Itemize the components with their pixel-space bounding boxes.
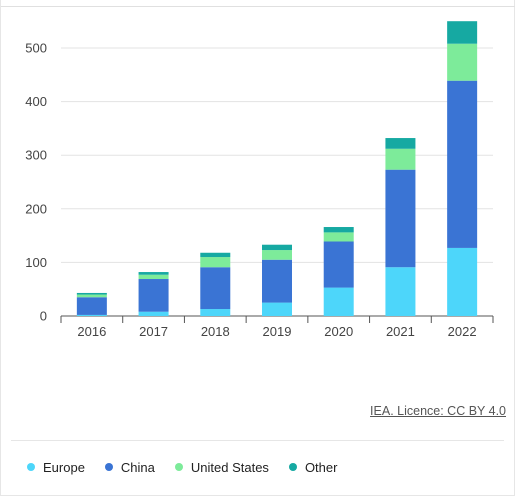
bar-segment-united-states	[323, 232, 354, 242]
bar-segment-europe	[138, 311, 169, 316]
y-tick-label: 400	[25, 94, 47, 109]
bar-segment-other	[447, 21, 478, 44]
bar-segment-united-states	[385, 148, 416, 170]
bar-segment-europe	[323, 287, 354, 316]
bar-segment-china	[200, 267, 231, 310]
x-tick-label: 2018	[201, 324, 230, 339]
y-tick-label: 200	[25, 201, 47, 216]
bar-segment-china	[323, 241, 354, 288]
top-border	[1, 6, 515, 7]
bar-segment-other	[385, 138, 416, 149]
legend-swatch	[104, 463, 113, 471]
legend-swatch	[27, 463, 35, 471]
bar-segment-other	[323, 227, 354, 233]
bar-segment-europe	[262, 302, 292, 316]
bar-segment-other	[76, 292, 107, 295]
legend-divider	[11, 440, 504, 441]
legend-label: Other	[304, 459, 338, 475]
bar-segment-china	[138, 279, 169, 312]
bar-segment-china	[76, 297, 107, 315]
bar-segment-united-states	[262, 250, 292, 260]
bar-segment-united-states	[447, 43, 478, 81]
legend-item-china[interactable]: China	[104, 459, 155, 475]
y-tick-label: 0	[40, 309, 47, 324]
x-tick-label: 2020	[324, 324, 353, 339]
legend-swatch	[288, 463, 297, 471]
chart-legend: Europe China United States Other	[27, 458, 337, 476]
bar-segment-china	[385, 169, 416, 268]
bar-segment-united-states	[200, 257, 231, 268]
bar-segment-other	[200, 252, 231, 258]
bar-segment-europe	[76, 314, 107, 316]
x-tick-label: 2022	[448, 324, 477, 339]
bar-segment-other	[262, 244, 292, 251]
legend-label: Europe	[43, 459, 85, 475]
stacked-bar-chart: 0 100 200 300 400 500 2016 2017 2018 2019 2020 2021…	[25, 21, 494, 339]
legend-swatch	[174, 463, 183, 471]
bar-segment-united-states	[138, 274, 169, 280]
x-tick-label: 2019	[263, 324, 292, 339]
legend-label: United States	[190, 459, 269, 475]
bar-segment-europe	[447, 247, 478, 316]
bar-segment-europe	[200, 309, 231, 316]
y-tick-label: 100	[25, 255, 47, 270]
y-tick-label: 500	[25, 41, 47, 56]
bar-segment-united-states	[76, 294, 107, 298]
bar-segment-china	[447, 80, 478, 248]
legend-item-europe[interactable]: Europe	[27, 460, 85, 475]
x-tick-label: 2021	[386, 324, 415, 339]
bar-segment-other	[138, 272, 169, 275]
legend-label: China	[120, 459, 155, 475]
source-licence-link[interactable]: IEA. Licence: CC BY 4.0	[370, 404, 506, 418]
x-tick-label: 2017	[139, 324, 168, 339]
bar-segment-europe	[385, 267, 416, 316]
legend-item-united-states[interactable]: United States	[174, 459, 269, 475]
y-tick-label: 300	[25, 148, 47, 163]
bar-segment-china	[262, 259, 292, 303]
x-tick-label: 2016	[77, 324, 106, 339]
legend-item-other[interactable]: Other	[288, 459, 338, 475]
